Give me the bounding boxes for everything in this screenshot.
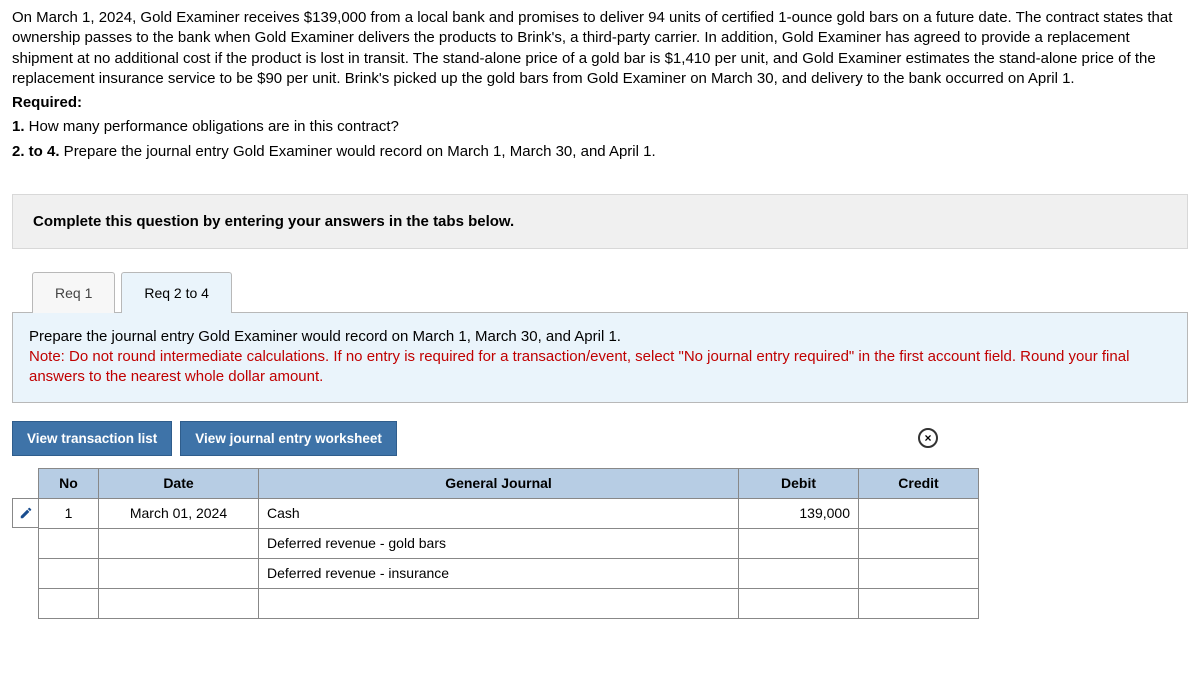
cell-account[interactable] [259,588,739,618]
header-credit: Credit [859,468,979,498]
req1-number: 1. [12,118,25,135]
cell-debit[interactable] [739,588,859,618]
cell-date[interactable] [99,528,259,558]
header-no: No [39,468,99,498]
cell-debit[interactable] [739,558,859,588]
tab-req1[interactable]: Req 1 [32,272,115,313]
view-transaction-list-button[interactable]: View transaction list [12,421,172,456]
table-row: 1 March 01, 2024 Cash 139,000 [39,498,979,528]
req1-text: How many performance obligations are in … [25,118,399,135]
header-debit: Debit [739,468,859,498]
requirement-2: 2. to 4. Prepare the journal entry Gold … [12,142,1188,162]
cell-date[interactable] [99,558,259,588]
pencil-icon [19,506,33,520]
instruction-bar: Complete this question by entering your … [12,194,1188,249]
cell-date[interactable]: March 01, 2024 [99,498,259,528]
cell-no[interactable] [39,588,99,618]
cell-debit[interactable]: 139,000 [739,498,859,528]
cell-credit[interactable] [859,498,979,528]
cell-debit[interactable] [739,528,859,558]
tab-bar: Req 1 Req 2 to 4 [32,271,1188,312]
table-row: Deferred revenue - gold bars [39,528,979,558]
tab-panel: Prepare the journal entry Gold Examiner … [12,312,1188,403]
required-label: Required: [12,93,1188,113]
cell-credit[interactable] [859,528,979,558]
table-row [39,588,979,618]
cell-no[interactable] [39,558,99,588]
question-paragraph: On March 1, 2024, Gold Examiner receives… [12,8,1188,89]
cell-account[interactable]: Deferred revenue - gold bars [259,528,739,558]
requirement-1: 1. How many performance obligations are … [12,117,1188,137]
panel-instruction: Prepare the journal entry Gold Examiner … [29,328,621,345]
close-icon[interactable]: × [918,428,938,448]
cell-credit[interactable] [859,588,979,618]
header-date: Date [99,468,259,498]
req2-number: 2. to 4. [12,143,60,160]
req2-text: Prepare the journal entry Gold Examiner … [60,143,656,160]
cell-date[interactable] [99,588,259,618]
panel-note: Note: Do not round intermediate calculat… [29,348,1129,385]
view-journal-worksheet-button[interactable]: View journal entry worksheet [180,421,397,456]
tab-req2to4[interactable]: Req 2 to 4 [121,272,232,313]
journal-header-row: No Date General Journal Debit Credit [39,468,979,498]
cell-credit[interactable] [859,558,979,588]
cell-account[interactable]: Cash [259,498,739,528]
header-general-journal: General Journal [259,468,739,498]
table-row: Deferred revenue - insurance [39,558,979,588]
journal-wrap: No Date General Journal Debit Credit 1 M… [12,468,1188,619]
cell-no[interactable]: 1 [39,498,99,528]
cell-account[interactable]: Deferred revenue - insurance [259,558,739,588]
button-row: View transaction list View journal entry… [12,421,1188,456]
journal-table: No Date General Journal Debit Credit 1 M… [38,468,979,619]
cell-no[interactable] [39,528,99,558]
edit-row-button[interactable] [12,498,38,528]
